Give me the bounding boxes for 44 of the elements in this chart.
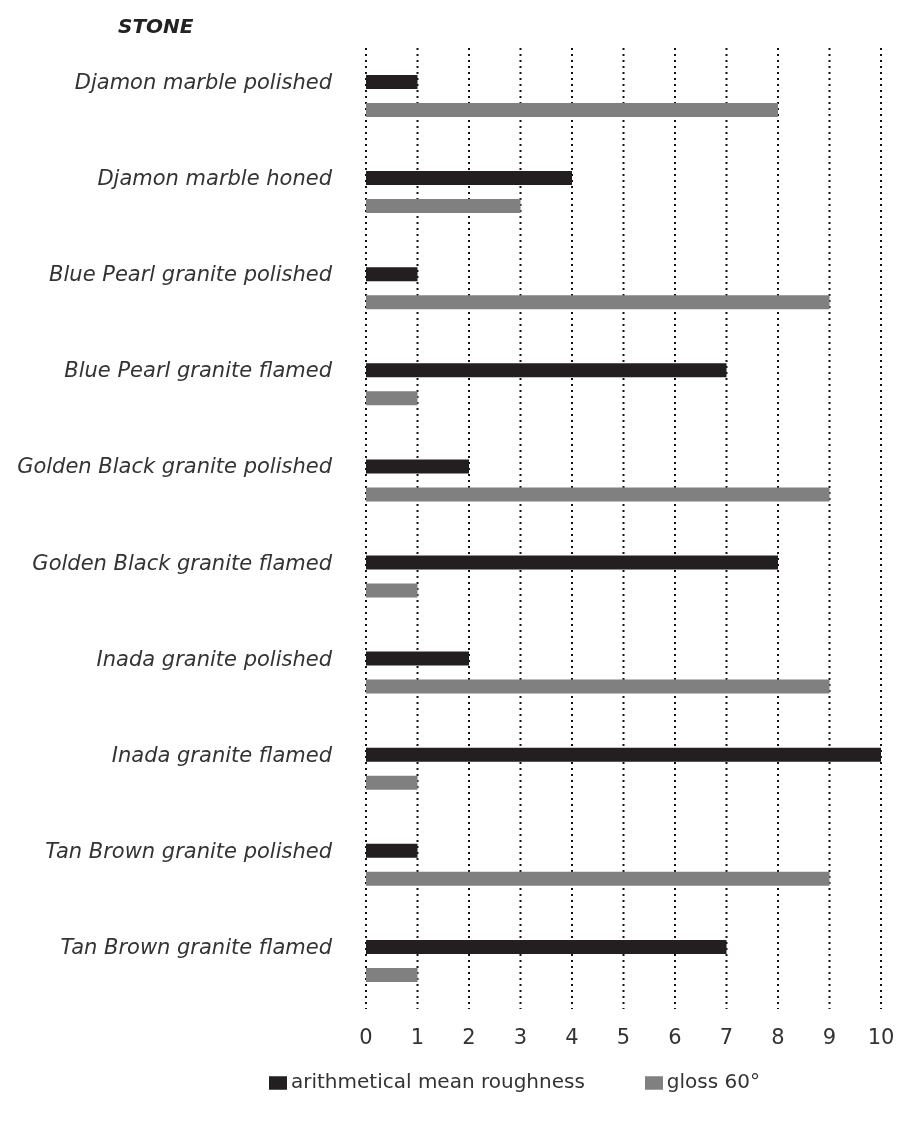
bar <box>366 295 830 310</box>
y-tick-label: Inada granite polished <box>96 646 333 671</box>
x-tick-label: 4 <box>565 1024 579 1049</box>
x-tick-label: 9 <box>822 1024 837 1049</box>
y-tick-label: Golden Black granite flamed <box>32 550 333 575</box>
y-tick-label: Tan Brown granite flamed <box>60 934 333 959</box>
bar <box>366 967 418 982</box>
legend-label: gloss 60° <box>666 1069 760 1093</box>
y-tick-label: Blue Pearl granite polished <box>49 262 333 287</box>
x-tick-label: 2 <box>462 1024 476 1049</box>
y-tick-label: Djamon marble polished <box>74 70 333 95</box>
bar <box>366 939 727 954</box>
bar <box>366 103 778 117</box>
y-axis-title: STONE <box>118 14 194 38</box>
bar <box>366 651 469 666</box>
bar <box>366 487 830 502</box>
bar <box>366 843 418 858</box>
x-tick-label: 7 <box>719 1024 734 1049</box>
y-tick-label: Inada granite flamed <box>111 742 333 767</box>
x-tick-label: 0 <box>359 1024 373 1049</box>
bar <box>366 679 830 694</box>
bar <box>366 391 418 406</box>
x-tick-label: 10 <box>867 1024 895 1049</box>
bar <box>366 199 521 214</box>
x-tick-label: 8 <box>771 1024 785 1049</box>
bar <box>366 747 881 762</box>
bar <box>366 75 418 89</box>
bar <box>366 363 727 378</box>
bar <box>366 555 778 570</box>
bar <box>366 267 418 282</box>
y-tick-label: Blue Pearl granite flamed <box>64 358 333 383</box>
y-tick-label: Djamon marble honed <box>97 166 333 191</box>
bar <box>366 871 830 886</box>
bar <box>366 459 469 474</box>
bar <box>366 583 418 598</box>
y-tick-label: Golden Black granite polished <box>17 454 333 479</box>
x-tick-label: 3 <box>513 1024 528 1049</box>
x-tick-label: 5 <box>616 1024 631 1049</box>
bar <box>366 775 418 790</box>
x-tick-label: 6 <box>668 1024 682 1049</box>
y-tick-label: Tan Brown granite polished <box>45 838 333 863</box>
legend-label: arithmetical mean roughness <box>290 1069 585 1093</box>
bar <box>366 171 572 186</box>
x-tick-label: 1 <box>410 1024 425 1049</box>
